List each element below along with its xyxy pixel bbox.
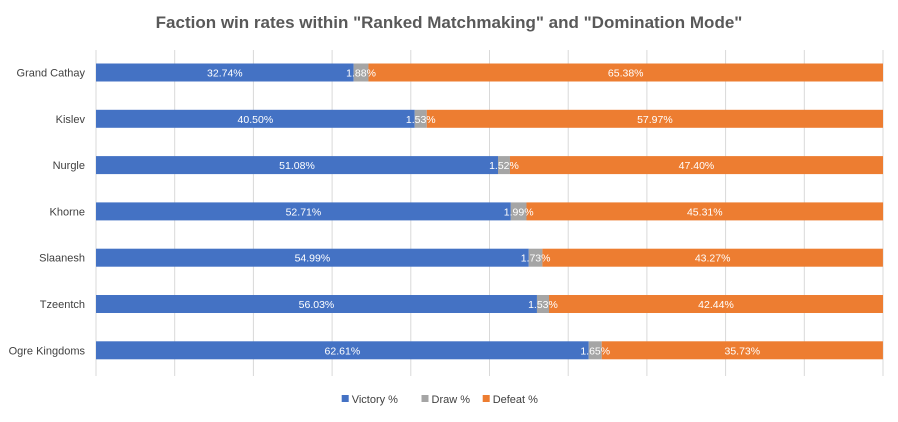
bar-segment bbox=[509, 156, 883, 175]
category-label: Tzeentch bbox=[40, 299, 85, 311]
category-label: Nurgle bbox=[53, 160, 85, 172]
bar-segment bbox=[510, 202, 527, 221]
category-label: Grand Cathay bbox=[17, 68, 86, 80]
bar-segment bbox=[497, 156, 510, 175]
data-label: 35.73% bbox=[725, 345, 761, 357]
bars bbox=[96, 63, 884, 360]
bar-segment bbox=[542, 248, 883, 267]
bar-segment bbox=[96, 202, 511, 221]
legend: Victory % Draw % Defeat % bbox=[341, 394, 538, 406]
data-label: 54.99% bbox=[295, 253, 331, 265]
legend-label: Draw % bbox=[432, 394, 471, 406]
bar-segment bbox=[548, 295, 883, 313]
legend-label: Defeat % bbox=[493, 394, 538, 406]
data-label: 1.73% bbox=[521, 253, 551, 265]
data-label: 40.50% bbox=[238, 114, 274, 126]
bar-segment bbox=[96, 63, 354, 82]
bar-segment bbox=[588, 341, 602, 360]
chart-title: Faction win rates within "Ranked Matchma… bbox=[156, 13, 743, 32]
bar-segment bbox=[526, 202, 884, 221]
bar-segment bbox=[368, 63, 883, 82]
bar-segment bbox=[426, 109, 883, 128]
data-label: 45.31% bbox=[687, 206, 723, 218]
legend-swatch bbox=[421, 395, 429, 402]
category-label: Slaanesh bbox=[39, 253, 85, 265]
legend-label: Victory % bbox=[352, 394, 398, 406]
data-label: 62.61% bbox=[325, 345, 361, 357]
data-label: 1.52% bbox=[489, 160, 519, 172]
bar-segment bbox=[353, 63, 369, 82]
category-label: Khorne bbox=[50, 206, 85, 218]
data-label: 51.08% bbox=[279, 160, 315, 172]
bar-segment bbox=[414, 109, 427, 128]
legend-swatch bbox=[482, 395, 490, 402]
data-label: 32.74% bbox=[207, 68, 243, 80]
category-label: Kislev bbox=[56, 114, 86, 126]
bar-segment bbox=[96, 156, 498, 175]
bar-segment bbox=[528, 248, 543, 267]
legend-swatch bbox=[341, 395, 349, 402]
category-label: Ogre Kingdoms bbox=[9, 345, 86, 357]
data-label: 1.65% bbox=[580, 345, 610, 357]
data-label: 42.44% bbox=[698, 299, 734, 311]
data-label: 43.27% bbox=[695, 253, 731, 265]
data-labels: 32.74% 1.88% 65.38% 40.50% 1.53% 57.97% 51.08%… bbox=[207, 68, 760, 358]
data-label: 1.53% bbox=[528, 299, 558, 311]
bar-segment bbox=[96, 341, 589, 360]
bar-segment bbox=[96, 295, 537, 313]
category-axis-labels: Grand Cathay Kislev Nurgle Khorne Slaanesh Tz… bbox=[9, 68, 86, 358]
bar-segment bbox=[96, 248, 529, 267]
data-label: 65.38% bbox=[608, 68, 644, 80]
data-label: 57.97% bbox=[637, 114, 673, 126]
bar-segment bbox=[601, 341, 883, 360]
bar-segment bbox=[536, 295, 549, 313]
bar-segment bbox=[96, 109, 415, 128]
data-label: 52.71% bbox=[286, 206, 322, 218]
data-label: 1.53% bbox=[406, 114, 436, 126]
data-label: 56.03% bbox=[299, 299, 335, 311]
data-label: 1.99% bbox=[504, 206, 534, 218]
data-label: 47.40% bbox=[679, 160, 715, 172]
data-label: 1.88% bbox=[346, 68, 376, 80]
